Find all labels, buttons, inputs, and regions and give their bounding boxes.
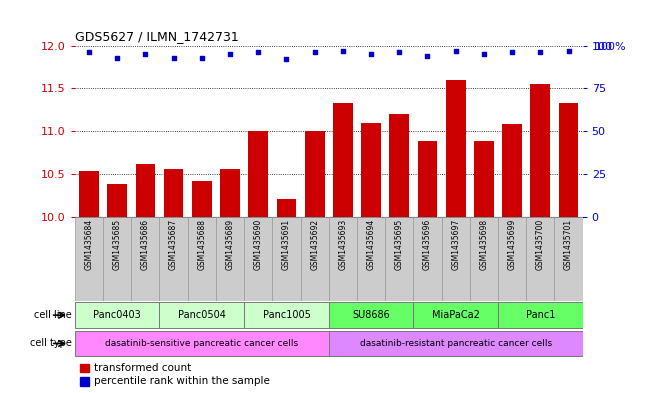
Point [450, 48, 461, 54]
Text: GSM1435696: GSM1435696 [423, 219, 432, 270]
Point [309, 49, 320, 55]
Bar [503, 124, 522, 217]
Bar [75, 217, 103, 301]
Text: GSM1435687: GSM1435687 [169, 219, 178, 270]
Bar [470, 217, 498, 301]
Bar [413, 303, 498, 328]
Point [338, 48, 348, 54]
Point [535, 49, 546, 55]
Point [422, 53, 433, 59]
Text: GSM1435688: GSM1435688 [197, 219, 206, 270]
Text: GSM1435685: GSM1435685 [113, 219, 122, 270]
Text: GSM1435699: GSM1435699 [508, 219, 517, 270]
Bar [164, 169, 184, 217]
Text: GSM1435700: GSM1435700 [536, 219, 545, 270]
Bar [361, 123, 381, 217]
Bar [159, 303, 244, 328]
Bar [441, 217, 470, 301]
Text: cell type: cell type [30, 338, 72, 349]
Point [140, 51, 150, 57]
Text: Panc0504: Panc0504 [178, 310, 226, 320]
Bar [107, 184, 127, 217]
Bar [389, 114, 409, 217]
Text: Panc1: Panc1 [525, 310, 555, 320]
Bar [187, 217, 216, 301]
Point [225, 51, 235, 57]
Text: GSM1435686: GSM1435686 [141, 219, 150, 270]
Bar [244, 217, 272, 301]
Bar [192, 181, 212, 217]
Point [507, 49, 518, 55]
Bar [80, 364, 89, 372]
Bar [329, 303, 413, 328]
Point [366, 51, 376, 57]
Text: GSM1435689: GSM1435689 [225, 219, 234, 270]
Text: MiaPaCa2: MiaPaCa2 [432, 310, 480, 320]
Point [197, 54, 207, 61]
Point [478, 51, 489, 57]
Bar [220, 169, 240, 217]
Bar [446, 80, 465, 217]
Text: GSM1435698: GSM1435698 [479, 219, 488, 270]
Bar [159, 217, 187, 301]
Bar [244, 303, 329, 328]
Bar [272, 217, 301, 301]
Y-axis label: 100%: 100% [595, 42, 626, 52]
Text: percentile rank within the sample: percentile rank within the sample [94, 376, 270, 386]
Text: GSM1435684: GSM1435684 [85, 219, 94, 270]
Text: GDS5627 / ILMN_1742731: GDS5627 / ILMN_1742731 [75, 30, 239, 43]
Bar [135, 163, 155, 217]
Text: dasatinib-resistant pancreatic cancer cells: dasatinib-resistant pancreatic cancer ce… [359, 339, 552, 348]
Point [394, 49, 404, 55]
Bar [79, 171, 99, 217]
Bar [103, 217, 132, 301]
Bar [329, 331, 583, 356]
Bar [248, 131, 268, 217]
Text: GSM1435697: GSM1435697 [451, 219, 460, 270]
Bar [75, 331, 329, 356]
Text: GSM1435693: GSM1435693 [339, 219, 348, 270]
Point [253, 49, 264, 55]
Bar [329, 217, 357, 301]
Bar [333, 103, 353, 217]
Text: GSM1435690: GSM1435690 [254, 219, 263, 270]
Text: GSM1435695: GSM1435695 [395, 219, 404, 270]
Text: GSM1435692: GSM1435692 [310, 219, 319, 270]
Bar [526, 217, 555, 301]
Text: SU8686: SU8686 [352, 310, 390, 320]
Bar [132, 217, 159, 301]
Point [84, 49, 94, 55]
Text: Panc1005: Panc1005 [262, 310, 311, 320]
Bar [216, 217, 244, 301]
Point [563, 48, 574, 54]
Bar [75, 303, 159, 328]
Point [281, 56, 292, 62]
Text: GSM1435694: GSM1435694 [367, 219, 376, 270]
Text: GSM1435701: GSM1435701 [564, 219, 573, 270]
Bar [80, 377, 89, 386]
Text: GSM1435691: GSM1435691 [282, 219, 291, 270]
Bar [531, 84, 550, 217]
Bar [357, 217, 385, 301]
Bar [277, 200, 296, 217]
Text: transformed count: transformed count [94, 363, 191, 373]
Bar [305, 131, 324, 217]
Bar [498, 303, 583, 328]
Bar [413, 217, 441, 301]
Bar [498, 217, 526, 301]
Text: cell line: cell line [34, 310, 72, 320]
Bar [559, 103, 578, 217]
Text: Panc0403: Panc0403 [93, 310, 141, 320]
Bar [385, 217, 413, 301]
Text: dasatinib-sensitive pancreatic cancer cells: dasatinib-sensitive pancreatic cancer ce… [105, 339, 298, 348]
Bar [474, 141, 493, 217]
Point [169, 54, 179, 61]
Point [112, 54, 122, 61]
Bar [301, 217, 329, 301]
Bar [418, 141, 437, 217]
Bar [555, 217, 583, 301]
